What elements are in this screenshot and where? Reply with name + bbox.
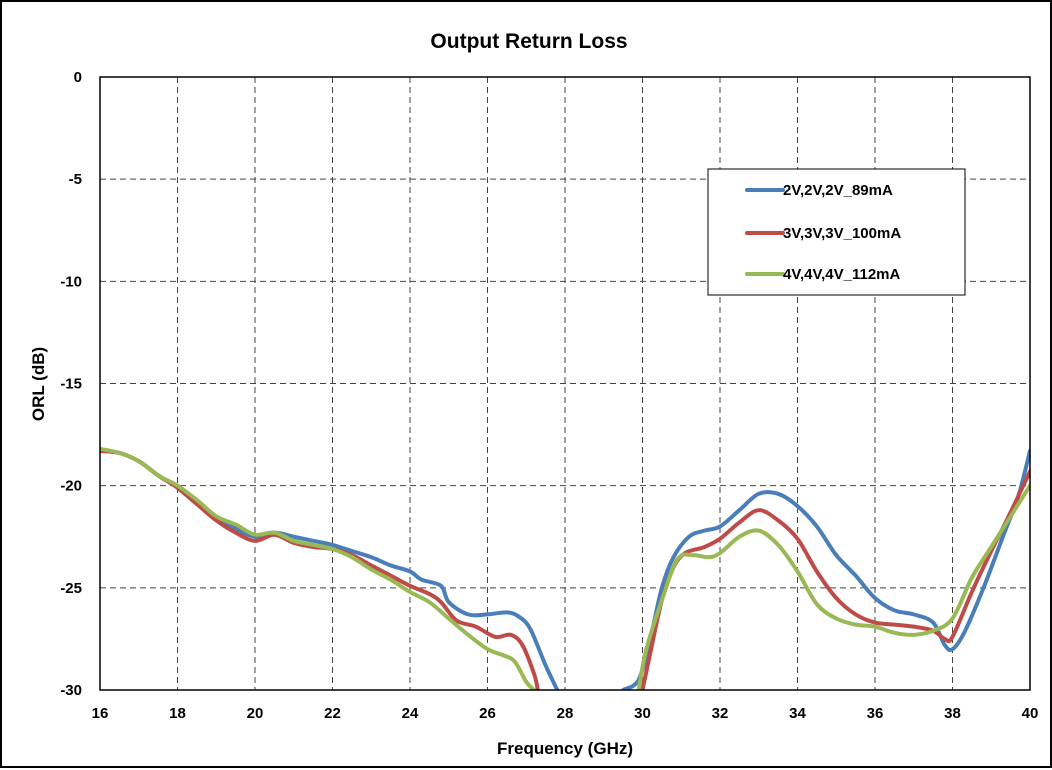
x-tick-label: 32 <box>712 705 729 722</box>
legend: 2V,2V,2V_89mA 3V,3V,3V_100mA 4V,4V,4V_112m… <box>707 168 966 296</box>
series-line-1 <box>621 448 1030 690</box>
x-tick-label: 20 <box>247 705 264 722</box>
y-tick-labels: 0 -5 -10 -15 -20 -25 -30 <box>60 69 82 699</box>
x-tick-label: 24 <box>402 705 419 722</box>
x-tick-label: 34 <box>789 705 806 722</box>
series-line-2 <box>100 448 540 690</box>
series-lines <box>100 446 1030 690</box>
y-axis-title: ORL (dB) <box>29 347 48 421</box>
legend-label-2: 3V,3V,3V_100mA <box>783 225 901 242</box>
x-tick-label: 22 <box>324 705 341 722</box>
legend-label-1: 2V,2V,2V_89mA <box>783 182 893 199</box>
series-line-3 <box>636 483 1030 690</box>
x-tick-label: 28 <box>557 705 574 722</box>
x-tick-label: 36 <box>867 705 884 722</box>
x-tick-label: 40 <box>1022 705 1039 722</box>
plot-area-border <box>99 76 1031 691</box>
x-tick-label: 38 <box>944 705 961 722</box>
x-tick-labels: 16 18 20 22 24 26 28 30 32 34 36 38 40 <box>92 705 1039 722</box>
chart-title: Output Return Loss <box>430 30 627 53</box>
y-tick-label: -25 <box>60 580 82 597</box>
y-tick-label: -5 <box>69 171 82 188</box>
y-tick-label: -20 <box>60 478 82 495</box>
x-tick-label: 30 <box>634 705 651 722</box>
legend-label-3: 4V,4V,4V_112mA <box>783 266 901 283</box>
x-tick-label: 26 <box>479 705 496 722</box>
series-line-1 <box>100 448 560 690</box>
x-tick-label: 16 <box>92 705 109 722</box>
y-tick-label: 0 <box>74 69 82 86</box>
y-tick-label: -30 <box>60 682 82 699</box>
x-axis-title: Frequency (GHz) <box>497 739 633 758</box>
y-tick-label: -15 <box>60 376 82 393</box>
x-tick-label: 18 <box>169 705 186 722</box>
y-tick-label: -10 <box>60 273 82 290</box>
series-line-3 <box>100 446 536 690</box>
